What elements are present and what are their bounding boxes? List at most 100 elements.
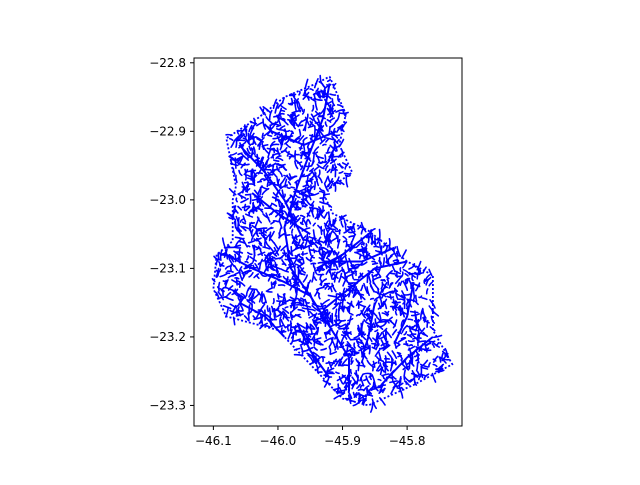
stream-segment xyxy=(278,164,281,165)
stream-segment xyxy=(339,274,342,282)
stream-segment xyxy=(345,165,347,169)
stream-segment xyxy=(345,223,346,231)
stream-segment xyxy=(323,358,324,362)
stream-segment xyxy=(254,248,255,256)
stream-segment xyxy=(249,273,253,277)
stream-segment xyxy=(272,306,273,311)
stream-segment xyxy=(329,222,330,226)
stream-segment xyxy=(303,206,306,207)
stream-segment xyxy=(303,300,304,306)
stream-segment xyxy=(317,209,318,215)
stream-segment xyxy=(391,273,396,274)
stream-segment xyxy=(341,222,343,227)
stream-segment xyxy=(334,220,336,224)
stream-segment xyxy=(226,308,229,317)
stream-segment xyxy=(238,218,239,227)
stream-segment xyxy=(258,182,262,183)
stream-segment xyxy=(279,167,282,168)
stream-segment xyxy=(383,374,389,376)
stream-segment xyxy=(273,299,274,304)
stream-segment xyxy=(252,173,254,182)
stream-segment xyxy=(299,130,300,136)
stream-segment xyxy=(235,278,239,279)
stream-segment xyxy=(312,273,314,282)
stream-segment xyxy=(226,293,230,297)
stream-segment xyxy=(310,118,313,120)
stream-segment xyxy=(319,294,320,299)
stream-segment xyxy=(443,359,449,360)
stream-segment xyxy=(314,94,315,99)
stream-segment xyxy=(298,162,302,163)
stream-segment xyxy=(427,344,431,346)
stream-segment xyxy=(338,105,342,107)
stream-segment xyxy=(289,182,291,185)
stream-segment xyxy=(263,259,266,261)
stream-segment xyxy=(357,315,360,316)
stream-segment xyxy=(280,173,282,177)
stream-segment xyxy=(253,209,257,210)
stream-segment xyxy=(287,136,293,137)
stream-segment xyxy=(247,288,249,295)
stream-segment xyxy=(328,80,331,82)
stream-segment xyxy=(320,306,325,307)
stream-segment xyxy=(248,183,249,186)
stream-segment xyxy=(294,120,295,125)
stream-segment xyxy=(292,229,293,233)
stream-segment xyxy=(312,106,313,111)
stream-segment xyxy=(243,216,245,222)
stream-segment xyxy=(313,223,315,225)
stream-segment xyxy=(373,277,381,280)
stream-segment xyxy=(326,139,329,142)
stream-segment xyxy=(415,355,417,357)
stream-segment xyxy=(253,137,254,143)
stream-segment xyxy=(325,122,326,126)
stream-segment xyxy=(416,302,419,305)
stream-segment xyxy=(316,154,319,162)
stream-segment xyxy=(393,299,394,304)
river-network xyxy=(212,76,452,413)
stream-segment xyxy=(228,275,235,278)
stream-segment xyxy=(351,271,356,272)
stream-segment xyxy=(331,288,332,292)
stream-segment xyxy=(392,374,393,380)
stream-segment xyxy=(330,316,331,323)
stream-segment xyxy=(339,258,340,266)
stream-segment xyxy=(270,239,274,243)
stream-segment xyxy=(324,213,327,219)
stream-segment xyxy=(260,260,263,270)
stream-segment xyxy=(381,282,382,289)
stream-segment xyxy=(315,182,316,190)
stream-segment xyxy=(262,189,268,195)
stream-segment xyxy=(246,207,250,211)
stream-segment xyxy=(409,345,412,346)
stream-segment xyxy=(442,353,443,359)
stream-segment xyxy=(308,310,309,316)
stream-segment xyxy=(248,170,256,171)
stream-segment xyxy=(280,146,281,150)
stream-segment xyxy=(268,135,272,136)
stream-segment xyxy=(248,253,252,255)
stream-segment xyxy=(270,308,271,314)
stream-segment xyxy=(277,158,282,161)
stream-segment xyxy=(314,249,315,252)
stream-segment xyxy=(414,264,415,267)
stream-segment xyxy=(289,156,292,157)
stream-segment xyxy=(427,321,428,328)
stream-segment xyxy=(292,99,293,105)
stream-segment xyxy=(337,113,340,121)
stream-segment xyxy=(219,262,220,265)
stream-segment xyxy=(267,148,273,149)
stream-segment xyxy=(224,306,231,309)
stream-segment xyxy=(343,237,346,240)
stream-segment xyxy=(327,371,333,372)
stream-segment xyxy=(251,289,257,290)
stream-segment xyxy=(433,365,437,367)
stream-segment xyxy=(361,378,364,386)
stream-segment xyxy=(236,141,237,148)
stream-segment xyxy=(311,263,315,264)
stream-segment xyxy=(346,275,352,278)
stream-segment xyxy=(332,109,333,113)
stream-segment xyxy=(278,294,279,299)
